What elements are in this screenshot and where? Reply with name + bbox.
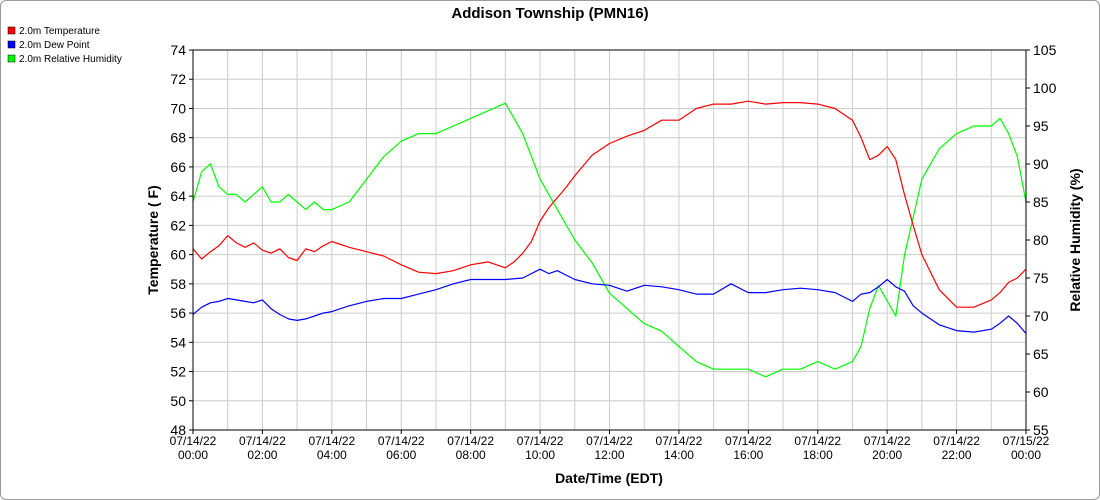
x-tick-label-time: 18:00 bbox=[803, 448, 833, 462]
y-axis-left-label: Temperature ( F) bbox=[145, 185, 161, 294]
series-layer bbox=[192, 100, 1027, 378]
y-left-tick-label: 58 bbox=[170, 276, 186, 292]
x-tick-label-time: 22:00 bbox=[942, 448, 972, 462]
y-left-tick-label: 66 bbox=[170, 159, 186, 175]
y-axis-right-ticks: 55 60 65 70 75 80 85 90 95 100 105 bbox=[1026, 42, 1057, 438]
legend-label: 2.0m Relative Humidity bbox=[19, 54, 122, 65]
y-left-tick-label: 72 bbox=[170, 71, 186, 87]
y-left-tick-label: 52 bbox=[170, 364, 186, 380]
x-tick-label-time: 14:00 bbox=[664, 448, 694, 462]
x-tick-label-date: 07/14/22 bbox=[586, 434, 633, 448]
y-right-tick-label: 105 bbox=[1033, 42, 1057, 58]
x-tick-label-time: 00:00 bbox=[1011, 448, 1041, 462]
legend-swatch bbox=[7, 54, 16, 63]
y-left-tick-label: 54 bbox=[170, 334, 186, 350]
y-right-tick-label: 65 bbox=[1033, 346, 1049, 362]
chart-title: Addison Township (PMN16) bbox=[451, 5, 648, 22]
x-tick-label-time: 04:00 bbox=[317, 448, 347, 462]
x-tick-label-date: 07/14/22 bbox=[170, 434, 217, 448]
y-left-tick-label: 50 bbox=[170, 393, 186, 409]
x-tick-label-time: 12:00 bbox=[594, 448, 624, 462]
chart-legend: 2.0m Temperature 2.0m Dew Point 2.0m Relat… bbox=[7, 26, 122, 65]
series-line-2-0m-temperature bbox=[192, 100, 1027, 308]
x-tick-label-time: 06:00 bbox=[386, 448, 416, 462]
y-left-tick-label: 56 bbox=[170, 305, 186, 321]
legend-label: 2.0m Temperature bbox=[19, 26, 100, 37]
y-right-tick-label: 85 bbox=[1033, 194, 1049, 210]
y-axis-left-ticks: 48 50 52 54 56 58 60 62 64 66 68 70 72 74 bbox=[170, 42, 193, 438]
x-tick-label-date: 07/14/22 bbox=[656, 434, 703, 448]
x-tick-label-date: 07/14/22 bbox=[864, 434, 911, 448]
series-line-2-0m-dew-point bbox=[192, 268, 1027, 334]
y-right-tick-label: 70 bbox=[1033, 308, 1049, 324]
x-tick-label-date: 07/14/22 bbox=[794, 434, 841, 448]
y-right-tick-label: 55 bbox=[1033, 422, 1049, 438]
legend-swatch bbox=[7, 26, 16, 35]
x-tick-label-time: 08:00 bbox=[456, 448, 486, 462]
x-tick-label-time: 10:00 bbox=[525, 448, 555, 462]
y-right-tick-label: 90 bbox=[1033, 156, 1049, 172]
y-right-tick-label: 80 bbox=[1033, 232, 1049, 248]
y-right-tick-label: 95 bbox=[1033, 118, 1049, 134]
x-axis-ticks: 07/14/2200:0007/14/2202:0007/14/2204:000… bbox=[170, 430, 1050, 462]
series-line-2-0m-relative-humidity bbox=[192, 102, 1027, 378]
x-tick-label-date: 07/15/22 bbox=[1003, 434, 1050, 448]
y-right-tick-label: 75 bbox=[1033, 270, 1049, 286]
y-left-tick-label: 60 bbox=[170, 247, 186, 263]
x-tick-label-date: 07/14/22 bbox=[378, 434, 425, 448]
x-tick-label-date: 07/14/22 bbox=[239, 434, 286, 448]
y-right-tick-label: 100 bbox=[1033, 80, 1057, 96]
y-left-tick-label: 62 bbox=[170, 217, 186, 233]
legend-label: 2.0m Dew Point bbox=[19, 40, 90, 51]
x-tick-label-time: 16:00 bbox=[733, 448, 763, 462]
y-right-tick-label: 60 bbox=[1033, 384, 1049, 400]
y-left-tick-label: 64 bbox=[170, 188, 186, 204]
x-tick-label-date: 07/14/22 bbox=[447, 434, 494, 448]
x-tick-label-time: 20:00 bbox=[872, 448, 902, 462]
y-axis-right-label: Relative Humidity (%) bbox=[1067, 168, 1083, 311]
x-tick-label-time: 00:00 bbox=[178, 448, 208, 462]
x-tick-label-date: 07/14/22 bbox=[933, 434, 980, 448]
y-left-tick-label: 74 bbox=[170, 42, 186, 58]
legend-swatch bbox=[7, 40, 16, 49]
x-axis-label: Date/Time (EDT) bbox=[555, 470, 663, 486]
x-tick-label-date: 07/14/22 bbox=[308, 434, 355, 448]
x-tick-label-date: 07/14/22 bbox=[725, 434, 772, 448]
y-left-tick-label: 48 bbox=[170, 422, 186, 438]
x-tick-label-date: 07/14/22 bbox=[517, 434, 564, 448]
x-tick-label-time: 02:00 bbox=[247, 448, 277, 462]
y-left-tick-label: 70 bbox=[170, 100, 186, 116]
y-left-tick-label: 68 bbox=[170, 130, 186, 146]
